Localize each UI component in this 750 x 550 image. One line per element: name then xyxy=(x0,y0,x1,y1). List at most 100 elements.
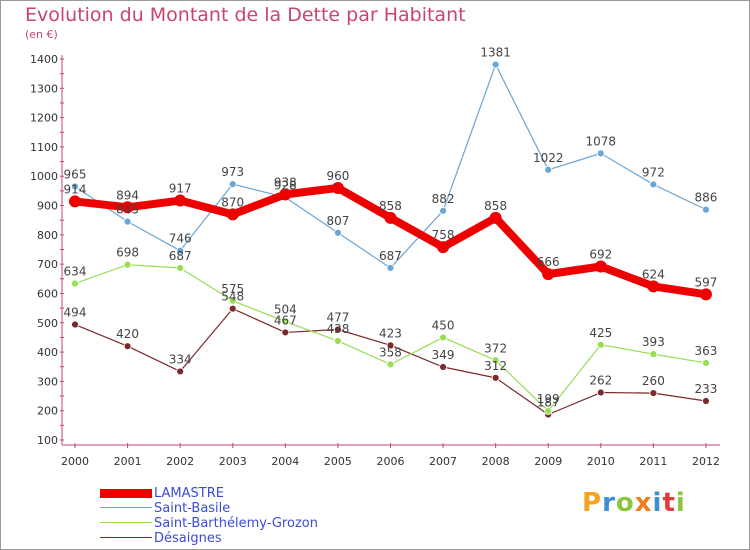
logo-letter: o xyxy=(615,488,635,518)
data-label-desaignes: 494 xyxy=(64,306,87,320)
data-label-saint-basile: 886 xyxy=(695,191,718,205)
proxiti-logo: Proxiti xyxy=(582,488,686,518)
data-point-lamastre xyxy=(489,211,502,224)
x-tick-label: 2010 xyxy=(587,455,615,468)
data-point-saint-barthelemy-grozon xyxy=(702,359,710,367)
data-point-saint-basile xyxy=(544,165,553,174)
x-tick-label: 2004 xyxy=(271,455,299,468)
data-point-lamastre xyxy=(331,181,344,194)
data-point-desaignes xyxy=(386,341,395,350)
legend-swatch xyxy=(100,488,152,498)
logo-letter: r xyxy=(602,488,616,518)
y-tick-label: 300 xyxy=(37,375,58,388)
data-point-saint-barthelemy-grozon xyxy=(491,356,500,365)
data-point-saint-basile xyxy=(491,60,500,69)
legend-swatch xyxy=(100,522,152,524)
data-point-lamastre xyxy=(699,288,712,301)
legend-label: Saint-Barthélemy-Grozon xyxy=(154,516,318,531)
data-label-saint-barthelemy-grozon: 450 xyxy=(432,318,455,332)
data-label-saint-basile: 845 xyxy=(116,203,139,217)
legend-swatch xyxy=(100,537,152,539)
data-label-lamastre: 914 xyxy=(64,182,87,196)
x-tick-label: 2001 xyxy=(114,455,142,468)
data-point-saint-basile xyxy=(71,182,79,191)
logo-letter: i xyxy=(675,488,686,518)
data-label-saint-barthelemy-grozon: 438 xyxy=(326,322,349,336)
data-point-desaignes xyxy=(71,320,79,329)
data-point-saint-barthelemy-grozon xyxy=(176,264,185,272)
y-tick-label: 800 xyxy=(37,229,58,242)
data-point-saint-basile xyxy=(176,246,185,255)
data-label-lamastre: 917 xyxy=(169,182,192,196)
chart-title: Evolution du Montant de la Dette par Hab… xyxy=(25,4,466,26)
data-label-desaignes: 423 xyxy=(379,326,402,340)
data-label-lamastre: 758 xyxy=(432,228,455,242)
data-label-lamastre: 666 xyxy=(537,255,560,269)
data-point-lamastre xyxy=(647,280,660,293)
data-point-saint-barthelemy-grozon xyxy=(386,360,395,369)
data-label-saint-basile: 1022 xyxy=(533,151,564,165)
data-point-lamastre xyxy=(542,268,555,281)
data-point-saint-barthelemy-grozon xyxy=(71,279,79,288)
data-point-desaignes xyxy=(439,363,447,371)
legend-swatch xyxy=(100,507,152,509)
data-point-lamastre xyxy=(121,201,134,214)
data-point-desaignes xyxy=(281,328,290,337)
data-point-lamastre xyxy=(279,188,292,201)
data-label-saint-basile: 882 xyxy=(432,192,455,206)
data-label-saint-basile: 807 xyxy=(326,214,349,228)
y-tick-label: 400 xyxy=(37,346,58,359)
data-label-desaignes: 349 xyxy=(432,348,455,362)
legend-label: LAMASTRE xyxy=(154,486,224,501)
data-label-saint-barthelemy-grozon: 504 xyxy=(274,303,297,317)
data-label-saint-barthelemy-grozon: 363 xyxy=(695,344,718,358)
y-tick-label: 1000 xyxy=(30,170,58,183)
data-point-lamastre xyxy=(174,194,187,207)
data-point-lamastre xyxy=(437,241,450,254)
chart-subtitle: (en €) xyxy=(25,28,58,41)
y-tick-label: 700 xyxy=(37,258,58,271)
data-point-saint-barthelemy-grozon xyxy=(333,337,342,345)
data-point-lamastre xyxy=(69,195,81,208)
y-tick-label: 1400 xyxy=(30,53,58,66)
data-label-desaignes: 260 xyxy=(642,374,665,388)
logo-letter: x xyxy=(634,488,653,518)
data-label-desaignes: 548 xyxy=(221,290,244,304)
data-point-saint-basile xyxy=(596,149,605,158)
x-tick-label: 2006 xyxy=(376,455,404,468)
data-label-desaignes: 420 xyxy=(116,327,139,341)
data-point-saint-basile xyxy=(649,180,658,189)
data-label-saint-basile: 746 xyxy=(169,232,192,246)
logo-letter: i xyxy=(652,488,663,518)
data-label-saint-basile: 973 xyxy=(221,165,244,179)
logo-letter: P xyxy=(582,488,603,518)
data-label-lamastre: 624 xyxy=(642,267,665,281)
y-tick-label: 1300 xyxy=(30,82,58,95)
data-label-lamastre: 870 xyxy=(221,195,244,209)
data-point-saint-barthelemy-grozon xyxy=(649,350,658,359)
data-label-saint-basile: 687 xyxy=(379,249,402,263)
x-tick-label: 2012 xyxy=(692,455,720,468)
data-label-desaignes: 467 xyxy=(274,313,297,327)
data-label-saint-basile: 1381 xyxy=(480,46,511,60)
data-label-saint-barthelemy-grozon: 372 xyxy=(484,341,507,355)
y-tick-label: 1200 xyxy=(30,112,58,125)
x-tick-label: 2007 xyxy=(429,455,457,468)
data-label-lamastre: 894 xyxy=(116,188,139,202)
y-tick-label: 900 xyxy=(37,200,58,213)
data-label-desaignes: 262 xyxy=(589,374,612,388)
data-point-saint-basile xyxy=(228,180,237,189)
data-point-desaignes xyxy=(702,397,710,405)
data-label-saint-barthelemy-grozon: 575 xyxy=(221,282,244,296)
data-point-saint-barthelemy-grozon xyxy=(281,317,290,326)
data-point-saint-barthelemy-grozon xyxy=(596,340,605,349)
data-label-desaignes: 233 xyxy=(695,382,718,396)
data-label-saint-barthelemy-grozon: 687 xyxy=(169,249,192,263)
y-tick-label: 1100 xyxy=(30,141,58,154)
data-label-saint-basile: 972 xyxy=(642,165,665,179)
data-label-desaignes: 477 xyxy=(326,311,349,325)
legend-label: Désaignes xyxy=(154,531,222,546)
x-tick-label: 2003 xyxy=(219,455,247,468)
data-point-saint-basile xyxy=(123,217,132,226)
